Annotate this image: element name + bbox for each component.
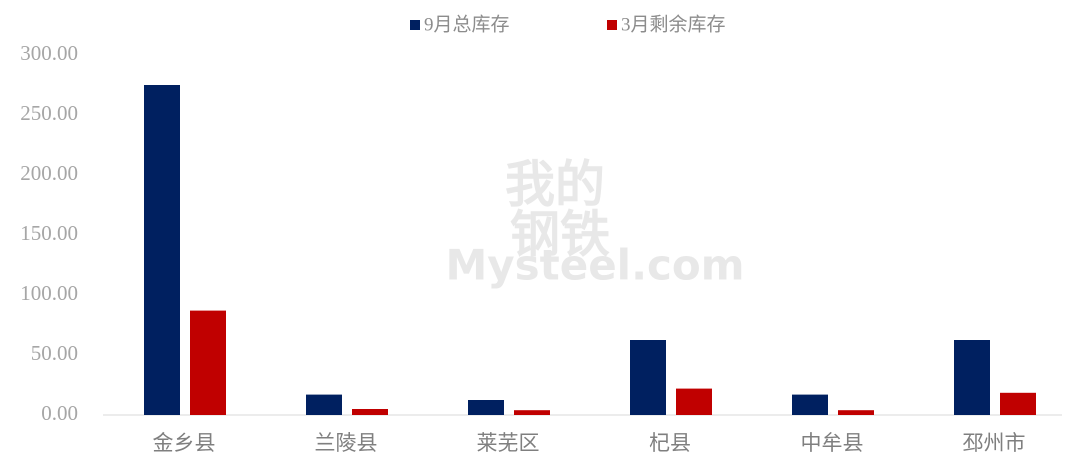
bar	[144, 85, 180, 415]
x-tick-label: 莱芜区	[477, 431, 540, 455]
bar	[838, 410, 874, 415]
y-tick-label: 250.00	[20, 101, 78, 125]
x-tick-label: 杞县	[649, 431, 691, 455]
y-tick-label: 100.00	[20, 281, 78, 305]
bar	[306, 394, 342, 415]
legend-swatch	[607, 20, 617, 30]
bar	[630, 340, 666, 415]
x-tick-label: 邳州市	[963, 431, 1026, 455]
bar	[352, 409, 388, 415]
bar	[676, 388, 712, 415]
bar	[514, 410, 550, 415]
legend-label: 9月总库存	[424, 13, 510, 35]
bar	[1000, 392, 1036, 415]
y-tick-label: 0.00	[41, 401, 78, 425]
watermark: Mysteel.com	[445, 241, 744, 290]
watermark: 钢铁	[510, 206, 610, 264]
x-tick-label: 金乡县	[153, 431, 216, 455]
bar	[190, 310, 226, 415]
bar	[954, 340, 990, 415]
bar	[792, 394, 828, 415]
y-tick-label: 150.00	[20, 221, 78, 245]
x-tick-label: 兰陵县	[315, 431, 378, 455]
legend-label: 3月剩余库存	[621, 13, 726, 35]
legend-swatch	[410, 20, 420, 30]
watermark: 我的	[505, 156, 605, 214]
bar	[468, 400, 504, 415]
y-tick-label: 50.00	[31, 341, 78, 365]
y-tick-label: 200.00	[20, 161, 78, 185]
x-tick-label: 中牟县	[801, 431, 864, 455]
y-tick-label: 300.00	[20, 41, 78, 65]
